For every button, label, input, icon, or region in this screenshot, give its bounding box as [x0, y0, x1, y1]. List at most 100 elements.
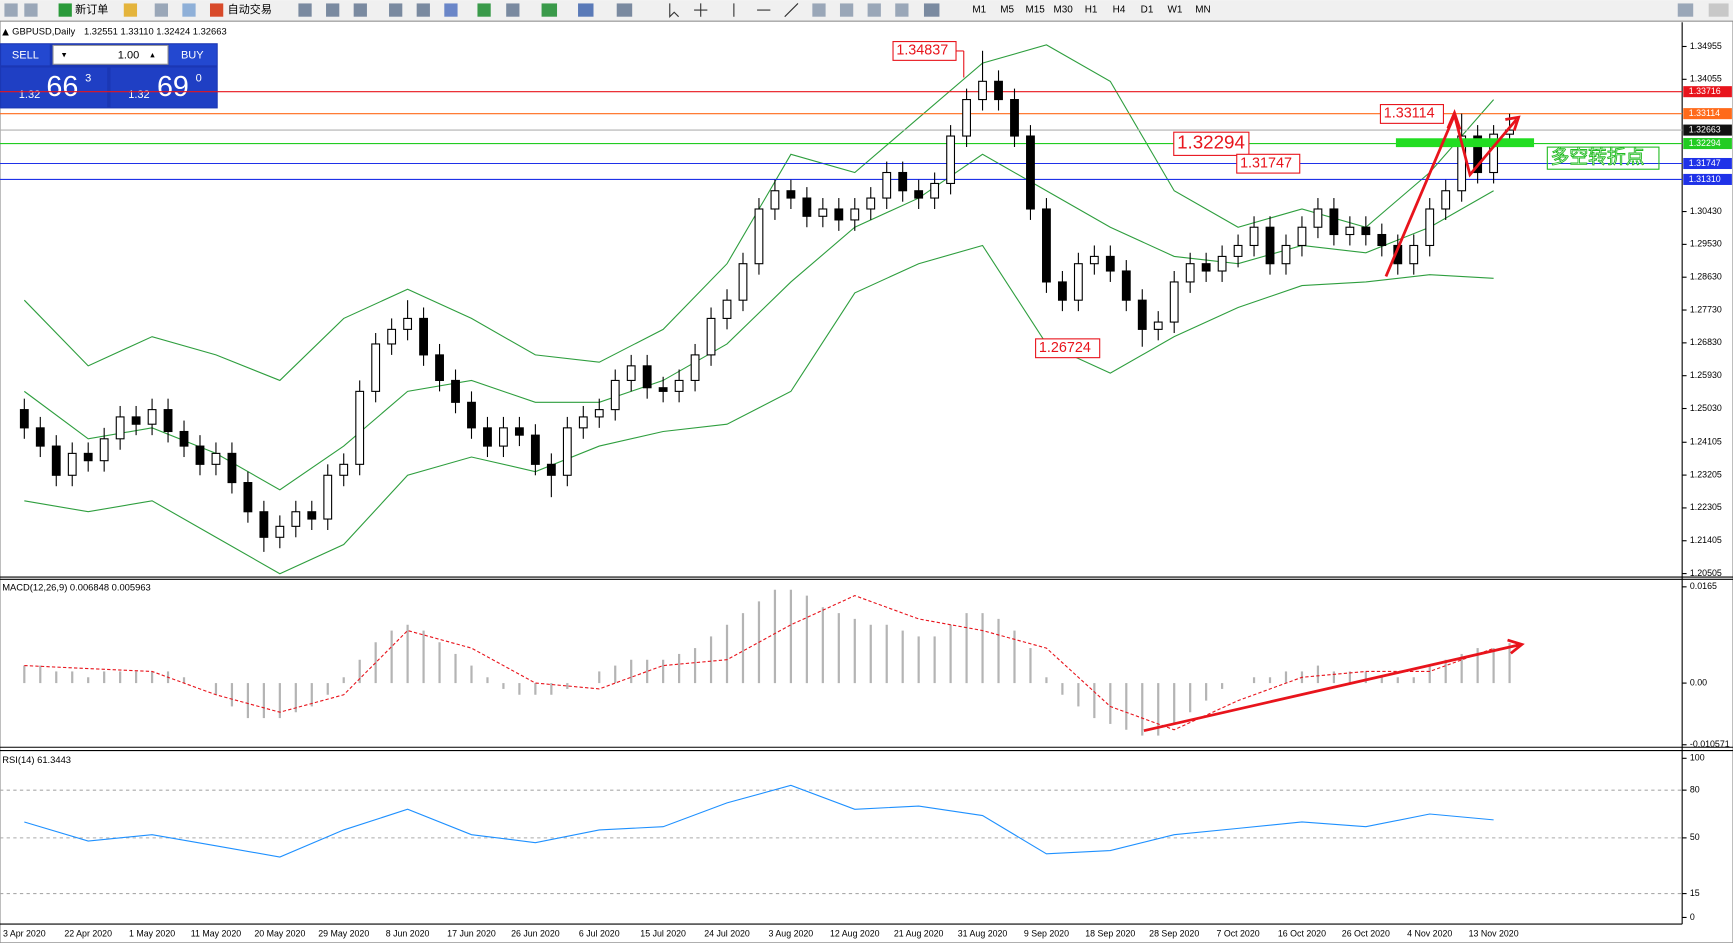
lot-value[interactable]: 1.00: [118, 49, 140, 61]
candle-body: [978, 80, 987, 101]
buy-frac[interactable]: 0: [196, 73, 202, 85]
candle-body: [1313, 208, 1323, 228]
level-box: [1683, 173, 1732, 185]
candle-body: [834, 208, 844, 221]
level-box: [1683, 86, 1732, 98]
sell-price-box[interactable]: [1, 67, 108, 108]
price-note-box: [1035, 338, 1101, 359]
icon[interactable]: [389, 3, 403, 17]
icon[interactable]: [298, 3, 312, 17]
icon[interactable]: [24, 3, 38, 17]
buy-price-box[interactable]: [110, 67, 217, 108]
x-tick-label: 26 Oct 2020: [1342, 928, 1390, 938]
icon[interactable]: [839, 3, 854, 17]
y-tick-label: 1.27730: [1690, 304, 1722, 314]
x-tick-label: 22 Apr 2020: [64, 928, 112, 938]
icon[interactable]: [444, 3, 458, 17]
timeframe[interactable]: H1: [1085, 5, 1098, 16]
icon[interactable]: [578, 3, 594, 17]
sell-button[interactable]: [1, 44, 50, 66]
icon[interactable]: [616, 3, 633, 17]
icon[interactable]: [182, 3, 196, 17]
candle-body: [770, 190, 780, 210]
lot-down[interactable]: ▾: [62, 50, 67, 60]
candle-body: [994, 80, 1003, 101]
candle-body: [1185, 263, 1195, 283]
icon[interactable]: [506, 3, 520, 17]
draw-icons[interactable]: [733, 3, 799, 18]
candle-body: [930, 182, 940, 199]
auto-trading[interactable]: 自动交易: [228, 2, 272, 16]
x-tick-label: 7 Oct 2020: [1216, 928, 1259, 938]
candle-body: [738, 263, 748, 301]
sell-frac[interactable]: 3: [85, 73, 91, 85]
icon[interactable]: [1708, 3, 1729, 17]
icon[interactable]: [326, 3, 340, 17]
new-order-icon[interactable]: [58, 3, 72, 17]
candle-body: [1425, 208, 1435, 247]
candle-body: [1441, 190, 1451, 210]
icon[interactable]: [1677, 3, 1694, 17]
buy-pips[interactable]: 69: [157, 71, 189, 103]
candle-body: [179, 430, 189, 447]
plot: 3 Apr 2020 22 Apr 2020 1 May 2020 11 May 20…: [0, 41, 1732, 938]
icon[interactable]: [923, 3, 940, 17]
y-tick-label: -0.010571: [1690, 739, 1730, 749]
sell-pips[interactable]: 66: [46, 71, 78, 103]
icon[interactable]: [812, 3, 826, 17]
timeframe[interactable]: W1: [1168, 5, 1183, 16]
candle-body: [1345, 226, 1355, 236]
timeframe[interactable]: MN: [1195, 5, 1210, 16]
macd-arrow: [1143, 638, 1525, 733]
buy-button[interactable]: [169, 44, 217, 66]
x-tick-label: 16 Oct 2020: [1278, 928, 1326, 938]
timeframe[interactable]: H4: [1113, 5, 1126, 16]
timeframe[interactable]: M30: [1053, 5, 1073, 16]
buy-label[interactable]: BUY: [181, 49, 204, 61]
candle-body: [131, 416, 141, 425]
candle-body: [1089, 255, 1099, 265]
candle-body: [227, 452, 237, 484]
icon[interactable]: [895, 3, 909, 17]
x-tick-label: 18 Sep 2020: [1085, 928, 1135, 938]
icon[interactable]: [4, 3, 18, 17]
cursor-icon[interactable]: [669, 3, 680, 19]
icon[interactable]: [353, 3, 367, 17]
timeframe[interactable]: M1: [972, 5, 986, 16]
crosshair-icon[interactable]: [694, 3, 708, 17]
candle-body: [610, 379, 620, 411]
candle-body: [99, 438, 109, 462]
icon[interactable]: [541, 3, 558, 17]
icon[interactable]: [477, 3, 491, 17]
buy-big[interactable]: 1.32: [128, 89, 150, 101]
candle-body: [1361, 226, 1371, 236]
lot-up[interactable]: ▴: [150, 50, 155, 60]
sell-label[interactable]: SELL: [12, 49, 39, 61]
icon[interactable]: [123, 3, 138, 17]
level-label: 1.33114: [1689, 108, 1720, 118]
candle-body: [914, 190, 924, 199]
icon[interactable]: [154, 3, 168, 17]
candle-body: [1473, 135, 1483, 174]
new-order[interactable]: 新订单: [75, 2, 108, 16]
candle-body: [594, 409, 604, 418]
icon[interactable]: [416, 3, 430, 17]
level-box: [1683, 138, 1732, 150]
timeframe[interactable]: M5: [1000, 5, 1014, 16]
chart-subtitle: 1.32551 1.33110 1.32424 1.32663: [84, 26, 227, 37]
timeframe[interactable]: D1: [1141, 5, 1154, 16]
lot-input[interactable]: [52, 44, 169, 65]
timeframe[interactable]: M15: [1025, 5, 1045, 16]
candle-body: [1233, 244, 1243, 257]
autotrade-icon[interactable]: [209, 3, 224, 17]
signal-line: [24, 595, 1494, 731]
price-note-box: [1173, 131, 1250, 156]
x-tick-label: 29 May 2020: [318, 928, 369, 938]
candle-body: [387, 328, 397, 345]
candle-body: [514, 427, 524, 436]
candle-body: [211, 452, 221, 465]
sell-big[interactable]: 1.32: [19, 89, 41, 101]
icon[interactable]: [867, 3, 881, 17]
